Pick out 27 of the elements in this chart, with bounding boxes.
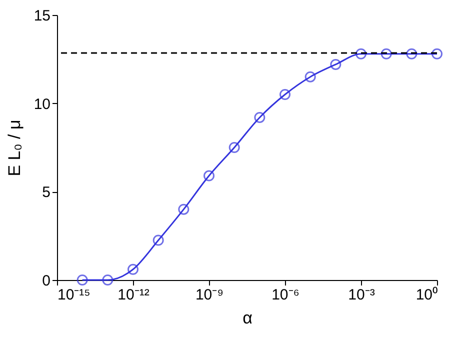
point: [330, 58, 342, 70]
x-axis-title: α: [242, 308, 253, 328]
y-axis-title: E L₀ / μ: [4, 120, 24, 176]
x-tick-label: 10⁻¹²: [118, 286, 150, 304]
point: [204, 170, 214, 182]
x-tick-label: 10⁻⁶: [272, 286, 300, 304]
point: [228, 142, 240, 153]
point: [128, 264, 138, 275]
point: [152, 234, 164, 246]
y-tick-label: 15: [34, 8, 50, 24]
y-tick-label: 5: [42, 184, 50, 202]
point: [380, 48, 392, 60]
y-tick-label: 10: [34, 96, 50, 113]
point: [280, 89, 290, 100]
point: [304, 71, 316, 82]
y-tick-label: 0: [42, 272, 50, 290]
point: [432, 48, 442, 60]
x-tick-label: 10⁻³: [348, 286, 375, 304]
point: [76, 274, 88, 286]
point: [178, 204, 190, 215]
x-tick-label: 10⁻⁹: [195, 286, 224, 304]
point: [102, 274, 114, 286]
x-tick-label: 10⁻¹⁵: [58, 286, 90, 304]
x-tick-label: 10⁰: [416, 286, 438, 304]
point: [356, 48, 366, 60]
point: [406, 48, 418, 60]
point: [254, 112, 266, 123]
